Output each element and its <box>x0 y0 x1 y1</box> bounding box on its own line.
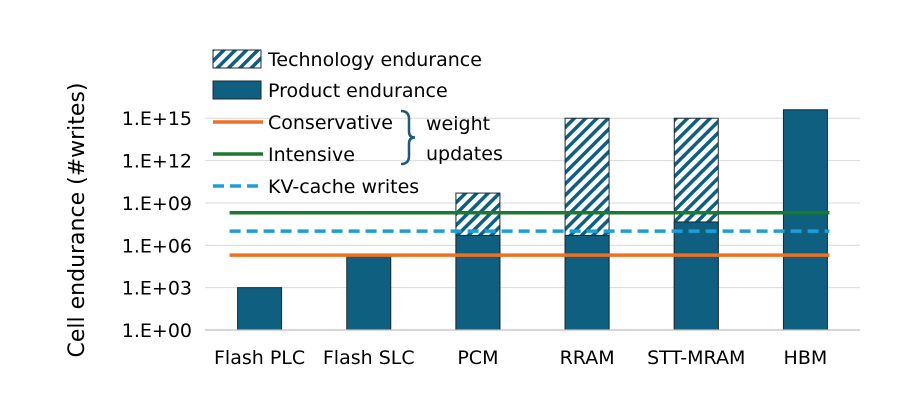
x-tick-label: PCM <box>457 347 498 369</box>
y-tick-label: 1.E+12 <box>122 151 192 173</box>
legend-swatch-technology <box>212 49 262 69</box>
y-tick-label: 1.E+06 <box>122 235 192 257</box>
legend-label-product: Product endurance <box>268 80 448 102</box>
x-tick-label: Flash SLC <box>323 347 415 369</box>
reference-lines <box>229 211 830 257</box>
x-tick-label: RRAM <box>560 347 615 369</box>
x-tick-label: STT-MRAM <box>647 347 745 369</box>
legend-label-intensive: Intensive <box>268 144 355 166</box>
product-endurance-bar <box>782 109 828 331</box>
product-endurance-bar <box>673 221 719 331</box>
y-tick-label: 1.E+00 <box>122 320 192 342</box>
bars <box>237 109 828 331</box>
y-tick-label: 1.E+09 <box>122 193 192 215</box>
legend-label-kv-cache-writes: KV-cache writes <box>268 176 419 198</box>
legend-swatch-product <box>212 80 262 100</box>
product-endurance-bar <box>237 287 283 331</box>
y-tick-label: 1.E+15 <box>122 108 192 130</box>
axes: 1.E+00 1.E+03 1.E+06 1.E+09 1.E+12 1.E+15 Cell… <box>65 83 860 369</box>
legend-label-conservative: Conservative <box>268 112 393 134</box>
legend: Technology endurance Product endurance Con… <box>212 49 503 198</box>
product-endurance-bar <box>564 234 610 331</box>
x-tick-label: HBM <box>784 347 828 369</box>
product-endurance-bar <box>455 234 501 331</box>
y-axis-label: Cell endurance (#writes) <box>65 83 90 358</box>
legend-group-label-line1: weight <box>426 113 490 135</box>
product-endurance-bar <box>346 254 392 331</box>
legend-label-technology: Technology endurance <box>267 49 482 71</box>
x-tick-label: Flash PLC <box>214 347 305 369</box>
legend-group-brace <box>400 109 416 166</box>
y-tick-label: 1.E+03 <box>122 278 192 300</box>
legend-group-label-line2: updates <box>426 143 503 165</box>
